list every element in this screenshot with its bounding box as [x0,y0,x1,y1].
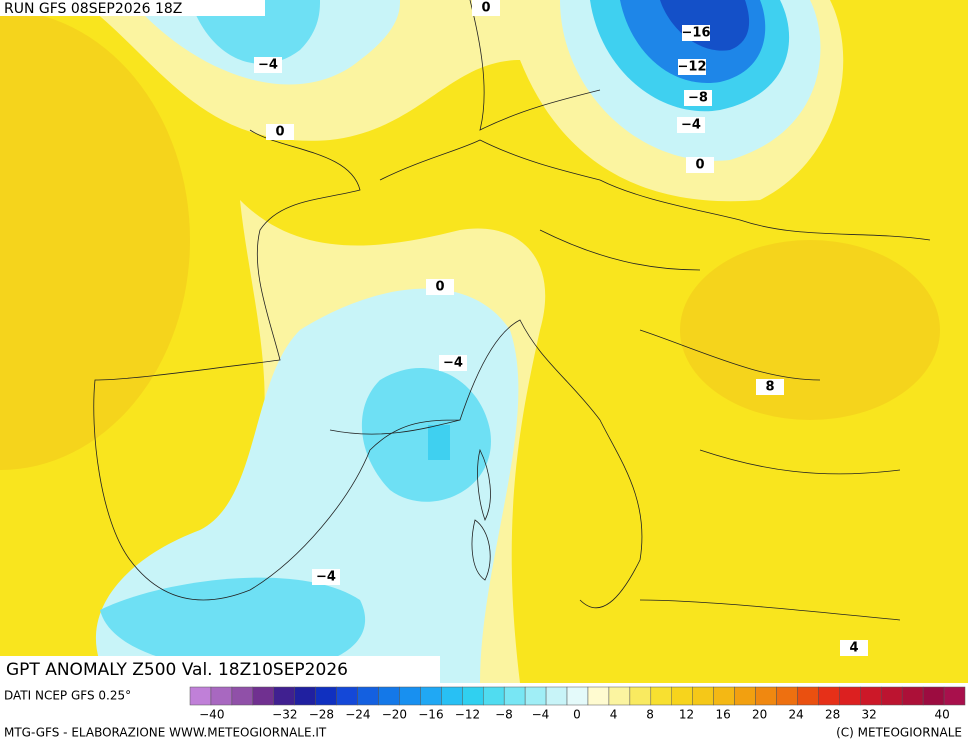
colorbar-label: −28 [309,708,334,722]
colorbar-label: −24 [345,708,370,722]
contour-label: −4 [316,570,336,585]
contour-label-bg [439,355,467,371]
run-label: RUN GFS 08SEP2026 18Z [4,1,182,17]
footer-left: MTG-GFS - ELABORAZIONE WWW.METEOGIORNALE… [4,726,327,740]
contour-label-bg [472,0,500,16]
contour-labels: 0 −16 −4 −12 −8 0 −4 0 0 −4 8 −4 4 [254,0,868,656]
colorbar-label: −4 [532,708,550,722]
contour-label: 0 [275,125,284,140]
colorbar-label: −32 [272,708,297,722]
field-core [428,425,450,460]
colorbar-swatch [503,686,526,706]
colorbar-swatch [462,686,484,706]
data-source: DATI NCEP GFS 0.25° [4,689,131,703]
colorbar-swatch [294,686,316,706]
colorbar-swatch [943,686,966,706]
map [0,0,968,683]
colorbar-swatch [189,686,212,706]
contour-label-bg [254,57,282,73]
colorbar-swatch [231,686,254,706]
contour-label: −16 [682,26,711,41]
colorbar-swatch [336,686,358,706]
footer-right: (C) METEOGIORNALE [836,726,962,740]
contour-label: −4 [258,58,278,73]
colorbar: −40 −32 −28 −24 −20 −16 −12 −8 −4 0 4 8 12 16 20 24 28 32… [189,686,966,722]
colorbar-swatch [441,686,463,706]
field-high [680,240,940,420]
colorbar-swatch [797,686,819,706]
contour-label: −4 [443,356,463,371]
colorbar-label: −16 [418,708,443,722]
colorbar-swatch [210,686,233,706]
colorbar-swatch [587,686,610,706]
colorbar-label: 28 [825,708,840,722]
contour-label-bg [840,640,868,656]
contour-label: 4 [849,641,858,656]
title-box [0,656,440,683]
colorbar-swatch [692,686,714,706]
colorbar-label: 8 [646,708,654,722]
contour-label: 0 [695,158,704,173]
contour-label-bg [312,569,340,585]
field-cyan [100,577,366,672]
colorbar-swatch [273,686,295,706]
colorbar-swatch [399,686,421,706]
contour-label-bg [266,124,294,140]
colorbar-swatch [545,686,568,706]
colorbar-label: 12 [679,708,694,722]
colorbar-swatch [839,686,861,706]
colorbar-label: 32 [862,708,877,722]
colorbar-label: −40 [199,708,224,722]
colorbar-swatch [315,686,337,706]
colorbar-swatch [901,686,924,706]
colorbar-swatch [357,686,379,706]
colorbar-swatch [524,686,547,706]
map-title: GPT ANOMALY Z500 Val. 18Z10SEP2026 [6,660,348,680]
colorbar-label: 4 [610,708,618,722]
colorbar-swatch [776,686,798,706]
colorbar-swatch [671,686,693,706]
colorbar-label: −20 [382,708,407,722]
contour-label-bg [426,279,454,295]
contour-label-bg [756,379,784,395]
colorbar-swatch [420,686,442,706]
contour-label: 0 [435,280,444,295]
colorbar-swatch [734,686,756,706]
colorbar-swatch [818,686,840,706]
colorbar-swatch [629,686,652,706]
contour-label: −8 [688,91,708,106]
colorbar-label: −8 [495,708,513,722]
colorbar-label: 24 [788,708,803,722]
colorbar-label: −12 [455,708,480,722]
colorbar-swatch [713,686,735,706]
colorbar-swatch [755,686,777,706]
colorbar-swatch [922,686,945,706]
coastlines [93,0,931,621]
contour-label-bg [678,59,706,75]
colorbar-label: 16 [715,708,730,722]
colorbar-label: 40 [935,708,950,722]
contour-label-bg [677,117,705,133]
contour-label: −12 [678,60,707,75]
colorbar-label: 20 [752,708,767,722]
field-high [0,10,190,470]
contour-label: 8 [765,380,774,395]
header-box [0,0,265,16]
colorbar-label: 0 [573,708,581,722]
colorbar-swatch [252,686,275,706]
colorbar-swatch [378,686,400,706]
colorbar-swatch [880,686,903,706]
colorbar-swatch [650,686,673,706]
contour-label-bg [682,25,710,41]
colorbar-swatch [860,686,882,706]
contour-label-bg [686,157,714,173]
colorbar-swatch [482,686,505,706]
colorbar-swatch [608,686,631,706]
contour-label: 0 [481,1,490,16]
contour-label-bg [684,90,712,106]
field-cyan [361,368,491,502]
colorbar-swatch [566,686,589,706]
contour-label: −4 [681,118,701,133]
